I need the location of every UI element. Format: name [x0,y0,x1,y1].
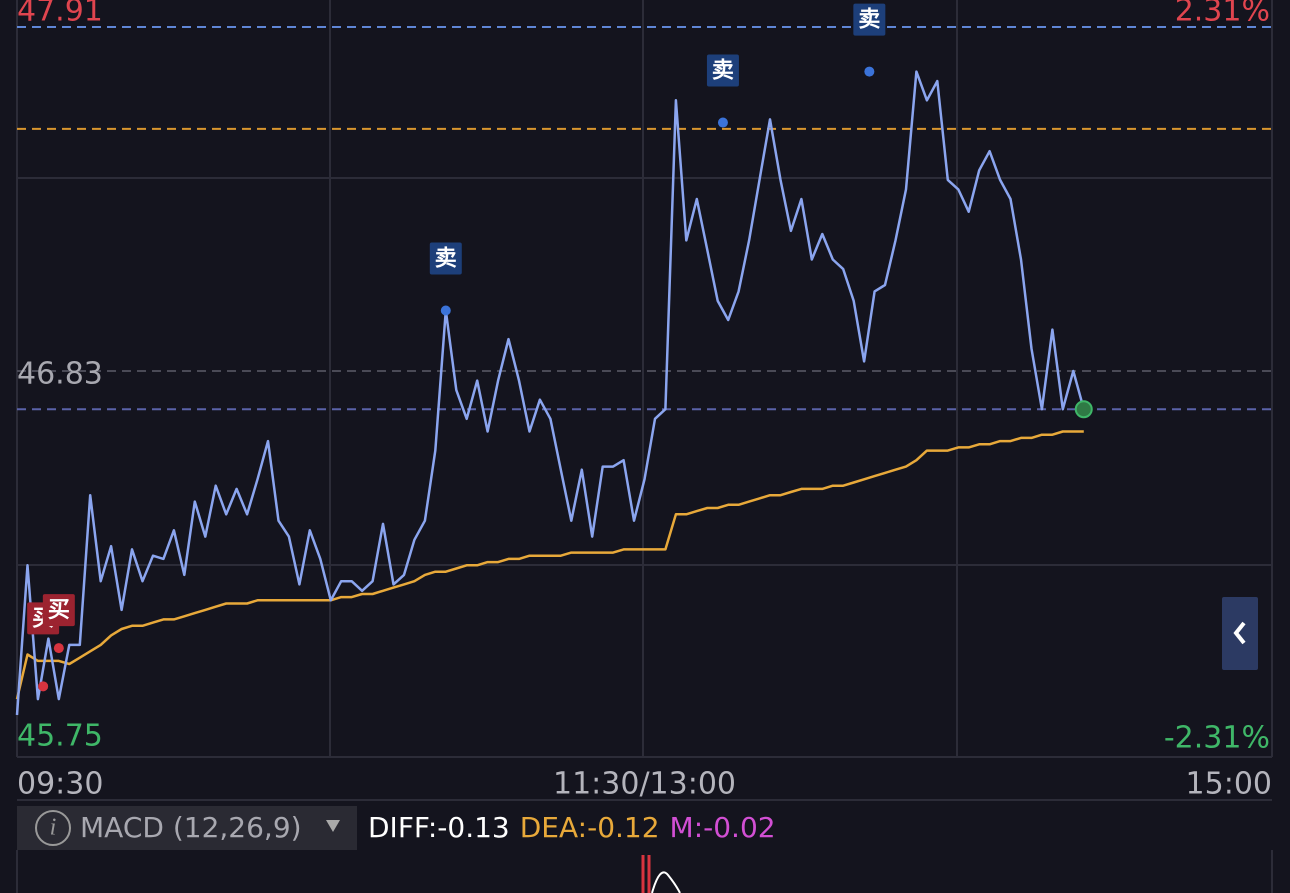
signal-label: 卖 [435,245,457,271]
signal-badge [853,3,886,36]
indicator-value: M:-0.02 [670,811,776,844]
current-price-dot [1074,400,1093,419]
signal-badge [42,594,75,627]
x-tick-label: 15:00 [1186,767,1272,802]
x-tick-label: 09:30 [17,767,103,802]
indicator-value: DEA:-0.12 [520,811,660,844]
signal-dot [440,305,451,316]
signal-label: 买 [48,598,70,623]
signal-dot [38,681,49,692]
info-icon-glyph: i [50,815,57,841]
collapse-button[interactable] [1222,597,1258,670]
signal-badge [429,242,462,275]
signal-dot [53,643,64,654]
indicator-value: DIFF:-0.13 [368,811,510,844]
y-tick-label: 46.83 [17,357,103,392]
x-tick-label: 11:30/13:00 [553,767,736,802]
collapse-icon [1233,621,1246,645]
y2-tick-label: 2.31% [1175,0,1270,29]
info-icon[interactable] [35,810,71,846]
signal-label: 卖 [858,7,880,33]
dropdown-arrow [326,820,340,832]
signal-label: 卖 [712,58,734,84]
y2-tick-label: -2.31% [1164,721,1270,756]
macd-line [651,871,681,893]
signal-badge [706,54,739,87]
series-line [15,70,1086,716]
signal-dot [864,66,875,77]
signal-dot [717,117,728,128]
indicator-name: MACD (12,26,9) [80,811,302,844]
y-tick-label: 45.75 [17,719,103,754]
y-tick-label: 47.91 [17,0,103,29]
indicator-selector[interactable] [17,806,357,850]
series-line [15,430,1084,700]
